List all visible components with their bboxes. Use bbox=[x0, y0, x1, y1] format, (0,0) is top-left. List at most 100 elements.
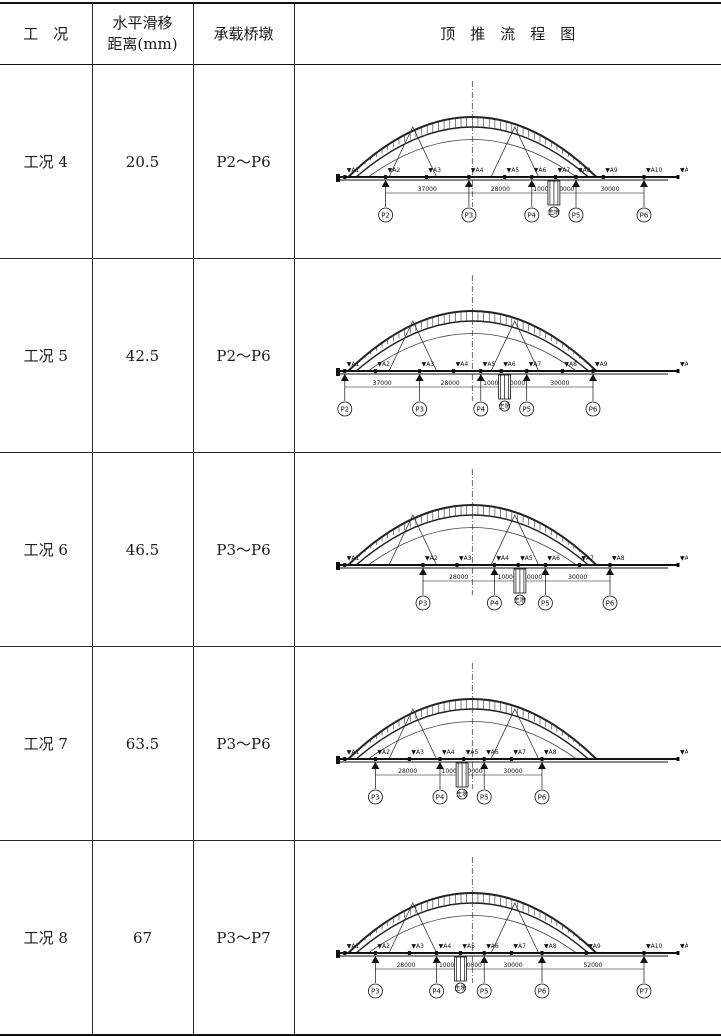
header-bearing-piers: 承载桥墩 bbox=[192, 2, 295, 65]
dimension-label: 28000 bbox=[449, 574, 468, 581]
jack-point bbox=[608, 562, 612, 567]
pier-marker bbox=[636, 983, 652, 998]
jack-point bbox=[343, 562, 347, 567]
jack-label: ▼A6 bbox=[547, 555, 560, 562]
bridge-diagram: ▼A1 ▼A2 ▼A3 ▼A4 ▼A5 ▼A6 ▼A7 ▼A8 ▼A9 P3 P4 P5 P6 28000… bbox=[335, 662, 688, 804]
pier-support bbox=[371, 761, 380, 769]
pier-label: P7 bbox=[639, 987, 648, 995]
pier-support bbox=[522, 373, 531, 381]
jack-label: ▼A10 bbox=[646, 943, 663, 950]
jack-label: ▼A4 bbox=[496, 555, 509, 562]
slide-distance-cell: 63.5 bbox=[91, 646, 194, 841]
jack-point bbox=[434, 950, 438, 955]
pier-marker bbox=[428, 983, 444, 998]
dimension-label: 30000 bbox=[503, 768, 522, 775]
jack-point bbox=[424, 174, 428, 179]
condition-cell: 工况 5 bbox=[0, 258, 93, 453]
jack-point bbox=[343, 174, 347, 179]
pier-support bbox=[571, 179, 580, 187]
pier-marker bbox=[585, 401, 601, 416]
pier-label: P5 bbox=[522, 405, 531, 413]
pier-support bbox=[418, 567, 427, 575]
main-jack-label: 主墩 bbox=[498, 402, 510, 410]
jack-label: ▼A7 bbox=[581, 555, 594, 562]
truss-brace bbox=[490, 513, 539, 565]
jack-label: ▼A5 bbox=[483, 361, 496, 368]
dimension-label: 10000 bbox=[483, 380, 502, 387]
jack-label: ▼A2 bbox=[377, 749, 390, 756]
jack-point bbox=[642, 950, 646, 955]
jack-label: ▼A6 bbox=[486, 749, 499, 756]
truss-brace bbox=[490, 319, 539, 371]
pier-label: P4 bbox=[476, 405, 485, 413]
bridge-diagram: ▼A1 ▼A2 ▼A3 ▼A4 ▼A5 ▼A6 ▼A7 ▼A8 ▼A9 ▼A10 ▼A11 P2 P3 P… bbox=[335, 80, 688, 222]
jack-label: ▼A2 bbox=[377, 361, 390, 368]
bridge-diagram: ▼A1 ▼A2 ▼A3 ▼A4 ▼A5 ▼A6 ▼A7 ▼A8 ▼A9 ▼A10 P2 P3 P4 P5 P… bbox=[335, 274, 688, 416]
main-jack-label: 主墩 bbox=[514, 596, 526, 604]
jack-point bbox=[421, 562, 425, 567]
pier-marker bbox=[602, 595, 618, 610]
jack-point bbox=[482, 950, 486, 955]
jack-label: ▼A8 bbox=[612, 555, 625, 562]
jack-point bbox=[560, 368, 564, 373]
pier-marker bbox=[534, 789, 550, 804]
pier-support bbox=[479, 955, 488, 963]
dimension-label: 52000 bbox=[583, 962, 602, 969]
jack-point bbox=[530, 174, 534, 179]
deck-end-left bbox=[335, 755, 340, 764]
jack-label: ▼A7 bbox=[557, 167, 570, 174]
jack-label: ▼A9 bbox=[680, 749, 688, 756]
pier-marker bbox=[415, 595, 431, 610]
pier-marker bbox=[337, 401, 352, 416]
pier-label: P6 bbox=[537, 793, 546, 801]
slide-distance-cell: 67 bbox=[91, 840, 194, 1036]
jack-label: ▼A5 bbox=[506, 167, 519, 174]
jack-label: ▼A3 bbox=[459, 555, 472, 562]
dimension-label: 28000 bbox=[396, 962, 415, 969]
jack-label: ▼A2 bbox=[387, 167, 400, 174]
pier-label: P3 bbox=[464, 211, 473, 219]
dimension-label: 10000 bbox=[523, 574, 542, 581]
dimension-label: 10000 bbox=[441, 768, 460, 775]
pier-support bbox=[605, 567, 614, 575]
jack-label: ▼A9 bbox=[680, 555, 688, 562]
truss-brace bbox=[388, 901, 437, 953]
truss-brace bbox=[388, 707, 437, 759]
jack-label: ▼A1 bbox=[347, 749, 360, 756]
main-jack-marker bbox=[548, 206, 560, 217]
jack-label: ▼A7 bbox=[513, 749, 526, 756]
pier-support bbox=[639, 955, 648, 963]
flow-diagram-cell: ▼A1 ▼A2 ▼A3 ▼A4 ▼A5 ▼A6 ▼A7 ▼A8 ▼A9 ▼A10 ▼A11 P2 P3 P… bbox=[293, 64, 721, 259]
jack-point bbox=[462, 756, 466, 761]
jack-point bbox=[343, 368, 347, 373]
dimension-label: 10000 bbox=[439, 962, 458, 969]
jack-label: ▼A2 bbox=[425, 555, 438, 562]
pier-support bbox=[435, 761, 444, 769]
dimension-label: 28000 bbox=[440, 380, 459, 387]
jack-point bbox=[438, 756, 442, 761]
jack-point bbox=[591, 368, 595, 373]
jack-point bbox=[343, 756, 347, 761]
jack-label: ▼A11 bbox=[680, 167, 688, 174]
bridge-diagram: ▼A1 ▼A2 ▼A3 ▼A4 ▼A5 ▼A6 ▼A7 ▼A8 ▼A9 ▼A10 ▼A11 P3 P4 P… bbox=[335, 856, 688, 998]
jack-point bbox=[502, 174, 506, 179]
bearing-piers-cell: P2～P6 bbox=[192, 64, 295, 259]
jack-point bbox=[601, 174, 605, 179]
jack-point bbox=[516, 562, 520, 567]
bearing-piers-cell: P3～P6 bbox=[192, 452, 295, 647]
pier-support bbox=[588, 373, 597, 381]
flow-diagram-cell: ▼A1 ▼A2 ▼A3 ▼A4 ▼A5 ▼A6 ▼A7 ▼A8 ▼A9 P3 P4 P5 P6 28000… bbox=[293, 452, 721, 647]
jack-point bbox=[479, 368, 483, 373]
condition-cell: 工况 7 bbox=[0, 646, 93, 841]
truss-brace bbox=[490, 901, 539, 953]
pier-label: P6 bbox=[639, 211, 648, 219]
condition-cell: 工况 4 bbox=[0, 64, 93, 259]
dimension-label: 30000 bbox=[550, 380, 569, 387]
jack-label: ▼A3 bbox=[411, 943, 424, 950]
pier-marker bbox=[432, 789, 448, 804]
pier-support bbox=[490, 567, 499, 575]
dimension-label: 37000 bbox=[417, 186, 436, 193]
dimension-label: 28000 bbox=[491, 186, 510, 193]
pier-marker bbox=[534, 983, 550, 998]
jack-point bbox=[417, 368, 421, 373]
